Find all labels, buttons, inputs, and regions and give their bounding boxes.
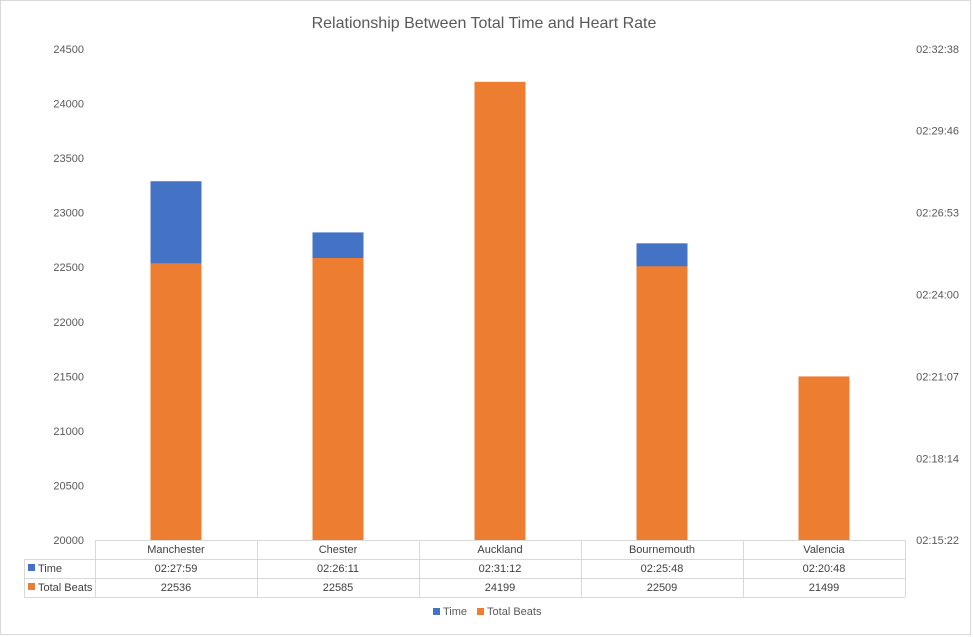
right-axis-tick: 02:26:53 <box>916 208 959 220</box>
right-axis-tick: 02:29:46 <box>916 126 959 138</box>
left-axis-tick: 22500 <box>53 262 84 274</box>
table-cell: 22585 <box>323 582 354 594</box>
table-cell: 02:20:48 <box>803 563 846 575</box>
table-cell: 24199 <box>485 582 516 594</box>
bar-total-beats <box>474 81 526 541</box>
legend-key <box>433 608 440 615</box>
right-axis-tick: 02:21:07 <box>916 371 959 383</box>
legend-key <box>477 608 485 615</box>
table-legend-key <box>28 583 35 590</box>
legend-label: Time <box>443 606 467 618</box>
left-axis-tick: 21000 <box>53 426 84 438</box>
table-legend-key <box>28 564 35 571</box>
left-axis-tick: 24500 <box>53 44 84 56</box>
right-axis-tick: 02:18:14 <box>916 453 959 465</box>
legend-label: Total Beats <box>487 606 542 618</box>
table-cell: 02:31:12 <box>479 563 522 575</box>
data-table: Manchester Chester Auckland Bournemouth Vale… <box>24 540 906 598</box>
table-cell: 02:26:11 <box>317 563 359 575</box>
table-series-label: Total Beats <box>38 582 93 594</box>
right-axis: 02:15:22 02:18:14 02:21:07 02:24:00 02:26:53… <box>916 44 959 547</box>
right-axis-tick: 02:32:38 <box>916 44 959 56</box>
bar-total-beats <box>150 263 202 540</box>
left-axis-tick: 20000 <box>53 535 84 547</box>
table-category-label: Bournemouth <box>629 544 695 556</box>
table-cell: 22509 <box>647 582 678 594</box>
table-category-label: Manchester <box>147 544 205 556</box>
table-category-label: Valencia <box>803 544 845 556</box>
left-axis-tick: 23000 <box>53 208 84 220</box>
table-cell: 02:25:48 <box>641 563 684 575</box>
left-axis-tick: 22000 <box>53 317 84 329</box>
bar-total-beats <box>636 266 688 540</box>
table-cell: 02:27:59 <box>155 563 198 575</box>
table-series-label: Time <box>38 563 62 575</box>
legend: Time Total Beats <box>433 606 542 618</box>
left-axis-tick: 21500 <box>53 371 84 383</box>
table-cell: 21499 <box>809 582 840 594</box>
bar-total-beats <box>312 257 364 540</box>
right-axis-tick: 02:24:00 <box>916 290 959 302</box>
left-axis-tick: 20500 <box>53 480 84 492</box>
left-axis-tick: 24000 <box>53 99 84 111</box>
bar-total-beats <box>798 376 850 540</box>
bar-group <box>150 81 850 541</box>
left-axis: 20000 20500 21000 21500 22000 22500 23000 23500… <box>53 44 84 547</box>
table-category-label: Chester <box>319 544 358 556</box>
right-axis-tick: 02:15:22 <box>916 535 959 547</box>
table-category-label: Auckland <box>477 544 522 556</box>
left-axis-tick: 23500 <box>53 153 84 165</box>
table-cell: 22536 <box>161 582 192 594</box>
chart-title: Relationship Between Total Time and Hear… <box>312 15 657 32</box>
